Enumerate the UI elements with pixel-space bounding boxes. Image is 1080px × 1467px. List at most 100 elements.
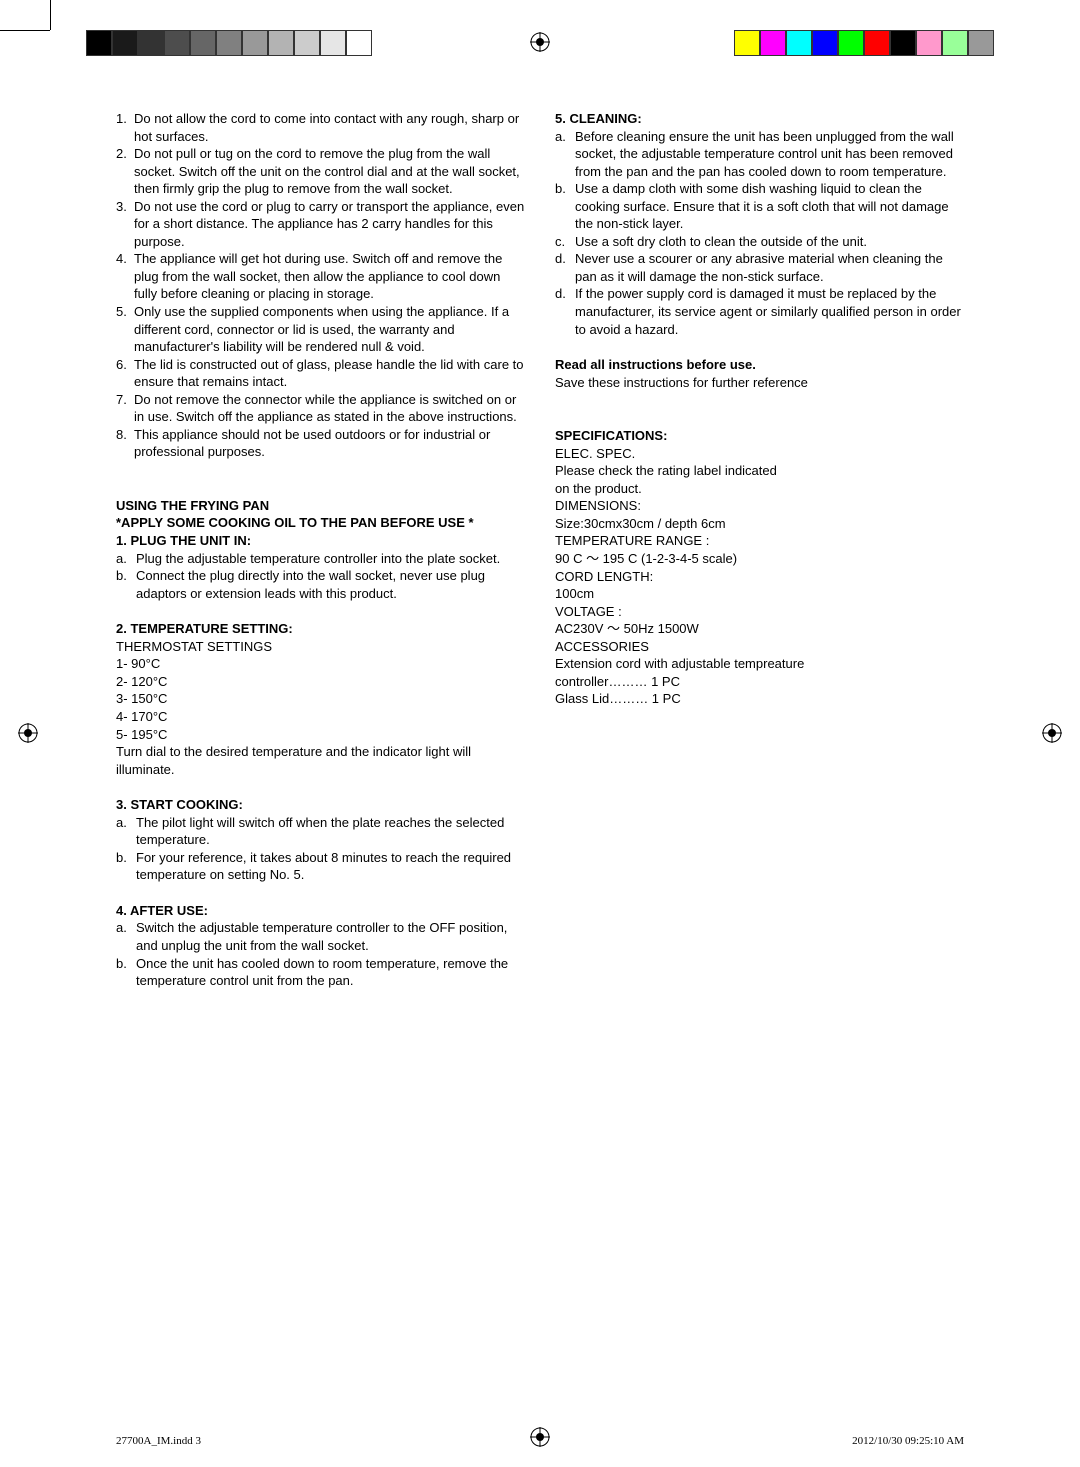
list-item: c.Use a soft dry cloth to clean the outs… — [555, 233, 964, 251]
swatch — [838, 30, 864, 56]
temp-row: 3- 150°C — [116, 690, 525, 708]
item-num: a. — [116, 814, 136, 849]
registration-mark-right — [1042, 723, 1062, 743]
footer-file: 27700A_IM.indd 3 — [116, 1434, 201, 1449]
swatch — [86, 30, 112, 56]
temp-row: 1- 90°C — [116, 655, 525, 673]
item-text: Plug the adjustable temperature controll… — [136, 550, 525, 568]
spec-line: Please check the rating label indicated — [555, 462, 964, 480]
item-text: Use a soft dry cloth to clean the outsid… — [575, 233, 964, 251]
list-item: d.Never use a scourer or any abrasive ma… — [555, 250, 964, 285]
item-num: d. — [555, 250, 575, 285]
item-text: Connect the plug directly into the wall … — [136, 567, 525, 602]
item-num: a. — [116, 550, 136, 568]
item-num: 1. — [116, 110, 134, 145]
spec-line: AC230V ～ 50Hz 1500W — [555, 620, 964, 638]
color-bar-left — [86, 30, 372, 56]
spec-line: ELEC. SPEC. — [555, 445, 964, 463]
spec-line: TEMPERATURE RANGE : — [555, 532, 964, 550]
spec-line: ACCESSORIES — [555, 638, 964, 656]
item-text: This appliance should not be used outdoo… — [134, 426, 525, 461]
registration-mark-left — [18, 723, 38, 743]
spec-line: Size:30cmx30cm / depth 6cm — [555, 515, 964, 533]
item-text: Do not use the cord or plug to carry or … — [134, 198, 525, 251]
spec-line: DIMENSIONS: — [555, 497, 964, 515]
start-list: a.The pilot light will switch off when t… — [116, 814, 525, 884]
apply-oil: *APPLY SOME COOKING OIL TO THE PAN BEFOR… — [116, 514, 525, 532]
item-text: The appliance will get hot during use. S… — [134, 250, 525, 303]
spec-title: SPECIFICATIONS: — [555, 427, 964, 445]
spec-line: VOLTAGE : — [555, 603, 964, 621]
swatch — [346, 30, 372, 56]
swatch — [320, 30, 346, 56]
item-text: The pilot light will switch off when the… — [136, 814, 525, 849]
item-text: Do not pull or tug on the cord to remove… — [134, 145, 525, 198]
item-text: Do not remove the connector while the ap… — [134, 391, 525, 426]
footer-stamp: 2012/10/30 09:25:10 AM — [852, 1434, 964, 1449]
swatch — [164, 30, 190, 56]
temp-row: 2- 120°C — [116, 673, 525, 691]
swatch — [190, 30, 216, 56]
item-num: b. — [116, 955, 136, 990]
spec-lines: ELEC. SPEC.Please check the rating label… — [555, 445, 964, 708]
list-item: 1.Do not allow the cord to come into con… — [116, 110, 525, 145]
item-num: a. — [555, 128, 575, 181]
spec-line: Glass Lid……… 1 PC — [555, 690, 964, 708]
read-title: Read all instructions before use. — [555, 356, 964, 374]
list-item: 2.Do not pull or tug on the cord to remo… — [116, 145, 525, 198]
list-item: 4.The appliance will get hot during use.… — [116, 250, 525, 303]
crop-mark-tl — [0, 0, 70, 70]
list-item: a.Before cleaning ensure the unit has be… — [555, 128, 964, 181]
item-text: Once the unit has cooled down to room te… — [136, 955, 525, 990]
using-title: USING THE FRYING PAN — [116, 497, 525, 515]
spec-line: 100cm — [555, 585, 964, 603]
list-item: b.Once the unit has cooled down to room … — [116, 955, 525, 990]
read-sub: Save these instructions for further refe… — [555, 374, 964, 392]
item-text: For your reference, it takes about 8 min… — [136, 849, 525, 884]
spec-line: on the product. — [555, 480, 964, 498]
swatch — [734, 30, 760, 56]
item-text: If the power supply cord is damaged it m… — [575, 285, 964, 338]
spec-line: controller……… 1 PC — [555, 673, 964, 691]
clean-title: 5. CLEANING: — [555, 110, 964, 128]
item-text: Do not allow the cord to come into conta… — [134, 110, 525, 145]
swatch — [916, 30, 942, 56]
temp-row: 4- 170°C — [116, 708, 525, 726]
item-num: b. — [116, 567, 136, 602]
list-item: d.If the power supply cord is damaged it… — [555, 285, 964, 338]
list-item: a.Plug the adjustable temperature contro… — [116, 550, 525, 568]
item-text: Use a damp cloth with some dish washing … — [575, 180, 964, 233]
item-num: 2. — [116, 145, 134, 198]
swatch — [294, 30, 320, 56]
swatch — [242, 30, 268, 56]
registration-mark-top — [530, 32, 550, 52]
item-num: d. — [555, 285, 575, 338]
list-item: a.Switch the adjustable temperature cont… — [116, 919, 525, 954]
plug-title: 1. PLUG THE UNIT IN: — [116, 532, 525, 550]
footer: 27700A_IM.indd 3 2012/10/30 09:25:10 AM — [116, 1434, 964, 1449]
swatch — [786, 30, 812, 56]
swatch — [890, 30, 916, 56]
item-num: 4. — [116, 250, 134, 303]
swatch — [268, 30, 294, 56]
after-list: a.Switch the adjustable temperature cont… — [116, 919, 525, 989]
item-num: b. — [116, 849, 136, 884]
swatch — [968, 30, 994, 56]
list-item: 5.Only use the supplied components when … — [116, 303, 525, 356]
item-num: 8. — [116, 426, 134, 461]
swatch — [942, 30, 968, 56]
item-num: a. — [116, 919, 136, 954]
color-bar-right — [734, 30, 994, 56]
start-title: 3. START COOKING: — [116, 796, 525, 814]
swatch — [216, 30, 242, 56]
spec-line: Extension cord with adjustable tempreatu… — [555, 655, 964, 673]
item-num: b. — [555, 180, 575, 233]
list-item: 3.Do not use the cord or plug to carry o… — [116, 198, 525, 251]
warnings-list: 1.Do not allow the cord to come into con… — [116, 110, 525, 461]
temp-sub: THERMOSTAT SETTINGS — [116, 638, 525, 656]
temp-row: 5- 195°C — [116, 726, 525, 744]
page-content: 1.Do not allow the cord to come into con… — [116, 110, 964, 1407]
item-num: 5. — [116, 303, 134, 356]
plug-list: a.Plug the adjustable temperature contro… — [116, 550, 525, 603]
swatch — [812, 30, 838, 56]
